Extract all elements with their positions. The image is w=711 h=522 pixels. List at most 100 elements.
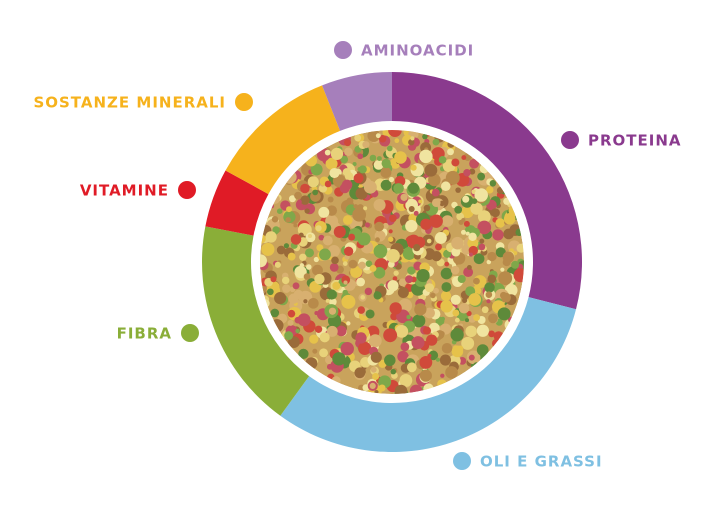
- speckle: [435, 357, 440, 362]
- speckle: [440, 316, 445, 321]
- speckle: [487, 251, 497, 262]
- speckle: [395, 324, 409, 338]
- speckle: [476, 324, 489, 337]
- speckle: [473, 253, 485, 265]
- speckle: [316, 244, 324, 252]
- speckle: [473, 277, 480, 285]
- speckle: [439, 331, 445, 337]
- speckle: [343, 246, 354, 256]
- speckle: [312, 348, 318, 354]
- speckle: [358, 341, 372, 355]
- speckle: [343, 280, 348, 285]
- speckle: [369, 382, 376, 389]
- speckle: [380, 179, 392, 191]
- speckle: [287, 319, 294, 326]
- legend-dot: [235, 93, 253, 111]
- speckle: [451, 247, 461, 257]
- speckle: [466, 265, 472, 270]
- speckle: [439, 354, 452, 366]
- speckle: [454, 205, 463, 214]
- speckle: [441, 181, 451, 191]
- speckle: [450, 294, 461, 305]
- speckle: [389, 214, 397, 223]
- speckle: [355, 332, 367, 344]
- speckle: [423, 248, 436, 260]
- speckle: [440, 267, 453, 280]
- speckle: [370, 366, 377, 373]
- speckle: [367, 130, 381, 142]
- speckle: [373, 244, 388, 259]
- speckle: [355, 187, 368, 200]
- speckle: [297, 313, 311, 327]
- speckle: [312, 189, 319, 196]
- speckle: [489, 180, 497, 187]
- speckle: [374, 291, 380, 297]
- speckle: [445, 366, 458, 379]
- speckle: [287, 309, 296, 318]
- speckle: [344, 139, 352, 147]
- speckle: [398, 278, 407, 287]
- donut-segment: [392, 72, 582, 310]
- speckle: [346, 321, 351, 326]
- legend-label: VITAMINE: [80, 182, 169, 200]
- speckle: [414, 303, 427, 316]
- speckle: [411, 336, 425, 350]
- speckle: [327, 196, 334, 203]
- speckle: [477, 210, 491, 224]
- speckle: [339, 183, 350, 194]
- speckle: [425, 283, 435, 293]
- speckle: [438, 156, 447, 164]
- speckle: [513, 268, 524, 283]
- speckle: [300, 195, 310, 205]
- speckle: [422, 133, 428, 140]
- speckle: [405, 219, 418, 233]
- speckle: [315, 225, 322, 232]
- speckle: [271, 216, 279, 223]
- legend-dot: [561, 131, 579, 149]
- speckle: [292, 282, 300, 290]
- speckle: [293, 223, 298, 228]
- speckle: [332, 352, 346, 366]
- speckle: [468, 354, 475, 361]
- donut-segment: [280, 297, 577, 453]
- speckle: [319, 332, 330, 343]
- speckle: [490, 208, 500, 218]
- speckle: [439, 200, 445, 207]
- speckle: [465, 231, 470, 236]
- speckle: [327, 245, 341, 258]
- speckle: [325, 157, 338, 170]
- speckle: [387, 280, 399, 292]
- speckle: [433, 287, 439, 294]
- speckle: [432, 138, 440, 146]
- speckle: [363, 180, 377, 194]
- speckle: [307, 176, 319, 188]
- speckle: [497, 307, 511, 321]
- speckle: [394, 151, 407, 164]
- legend-label: FIBRA: [117, 325, 172, 343]
- speckle: [375, 237, 380, 243]
- speckle: [405, 275, 413, 284]
- speckle: [407, 182, 420, 194]
- speckle: [318, 206, 330, 218]
- speckle: [457, 345, 464, 352]
- speckle: [352, 162, 357, 167]
- speckle: [467, 330, 473, 336]
- speckle: [471, 198, 478, 204]
- speckle: [488, 313, 498, 324]
- speckle: [344, 147, 353, 157]
- speckle: [310, 163, 323, 176]
- speckle: [369, 264, 377, 272]
- speckle: [511, 260, 520, 269]
- speckle: [408, 206, 415, 212]
- speckle: [331, 256, 339, 265]
- speckle: [440, 373, 445, 378]
- speckle: [495, 218, 505, 228]
- speckle: [487, 274, 497, 284]
- speckle: [410, 136, 415, 141]
- speckle: [427, 353, 432, 358]
- speckle: [294, 191, 302, 200]
- speckle: [408, 139, 415, 146]
- speckle: [332, 281, 341, 290]
- speckle: [429, 214, 443, 228]
